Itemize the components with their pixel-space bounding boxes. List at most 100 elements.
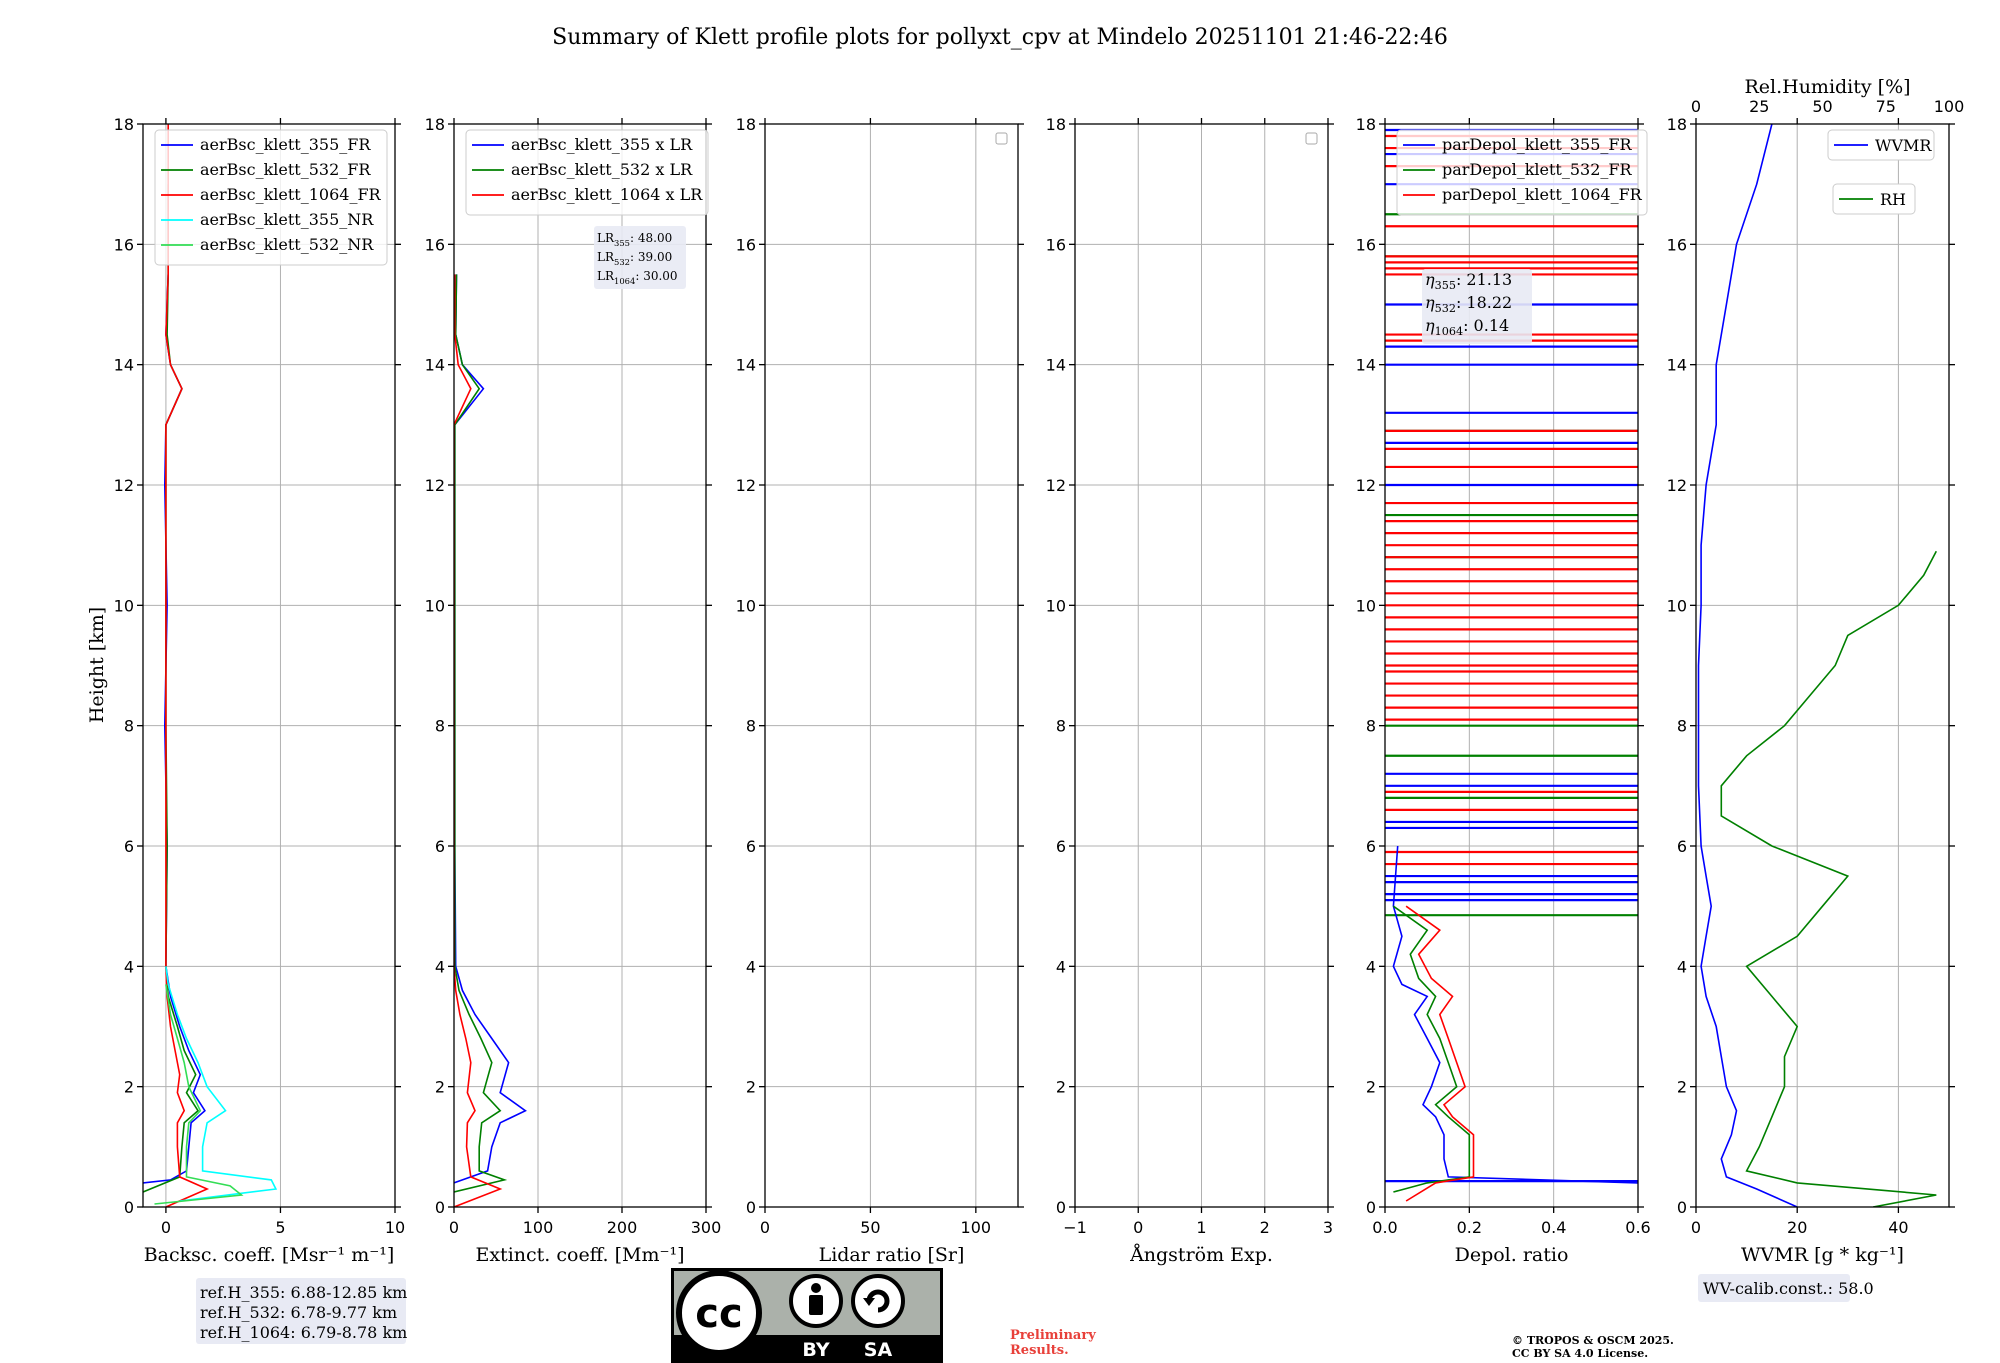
y-tick-label: 0 (124, 1198, 134, 1217)
legend-box (1832, 183, 1916, 215)
y-tick-label: 6 (746, 837, 756, 856)
x-tick-label: 1 (1196, 1218, 1206, 1237)
annotation-subscript: 532 (614, 257, 630, 267)
y-tick-label: 10 (114, 596, 134, 615)
annotation-box (1422, 269, 1532, 344)
cc-license-badge: cc BY SA (671, 1268, 943, 1363)
x-axis-label: Depol. ratio (1455, 1244, 1569, 1266)
x2-tick-label: 25 (1749, 97, 1769, 116)
y-tick-label: 14 (1356, 356, 1376, 375)
legend-entry: aerBsc_klett_532_FR (200, 160, 371, 179)
x-tick-label: 0 (449, 1218, 459, 1237)
legend-entry: aerBsc_klett_355_NR (200, 210, 374, 229)
y-tick-label: 10 (736, 596, 756, 615)
x-tick-label: 0.6 (1625, 1218, 1650, 1237)
y-tick-label: 14 (114, 356, 134, 375)
y-tick-label: 0 (435, 1198, 445, 1217)
legend-entry: aerBsc_klett_1064 x LR (511, 185, 703, 204)
x-tick-label: 0 (161, 1218, 171, 1237)
legend-entry: aerBsc_klett_532_NR (200, 235, 374, 254)
empty-legend-box (1305, 132, 1318, 145)
y-tick-label: 4 (746, 957, 756, 976)
annotation-subscript: 355 (1435, 279, 1456, 292)
x-tick-label: 20 (1787, 1218, 1807, 1237)
panel-extinction: 0 2 4 6 8 10 12 14 16 18 0 100 200 300 Extinct. coeff.… (425, 115, 722, 1266)
y-tick-label: 4 (1056, 957, 1066, 976)
y-tick-label: 18 (425, 115, 445, 134)
x-axis-label: Backsc. coeff. [Msr⁻¹ m⁻¹] (144, 1244, 395, 1266)
x-tick-label: 50 (860, 1218, 880, 1237)
series-line-aerBsc_klett_355 x LR (454, 274, 527, 1184)
x-tick-label: 5 (275, 1218, 285, 1237)
y-tick-label: 16 (114, 235, 134, 254)
y-tick-label: 8 (124, 717, 134, 736)
y-tick-label: 2 (1366, 1078, 1376, 1097)
x-tick-label: 0 (1691, 1218, 1701, 1237)
y-tick-label: 10 (1356, 596, 1376, 615)
x-tick-label: 0.4 (1541, 1218, 1566, 1237)
empty-legend-box (995, 132, 1008, 145)
y-tick-label: 6 (435, 837, 445, 856)
annotation-subscript: 532 (1435, 302, 1456, 315)
series-line-RH (1720, 550, 1938, 1207)
series-line-parDepol_klett_532_FR (1392, 905, 1471, 1193)
copyright-line-2: CC BY SA 4.0 License. (1512, 1347, 1649, 1360)
legend-entry: aerBsc_klett_532 x LR (511, 160, 693, 179)
legend-entry: parDepol_klett_532_FR (1442, 160, 1633, 179)
y-tick-label: 8 (435, 717, 445, 736)
x-tick-label: 3 (1323, 1218, 1333, 1237)
x-tick-label: 0 (760, 1218, 770, 1237)
x-tick-label: 100 (523, 1218, 554, 1237)
cc-logo-icon (676, 1270, 762, 1356)
y-tick-label: 0 (1677, 1198, 1687, 1217)
plot-frame (142, 123, 396, 1208)
y-tick-label: 18 (114, 115, 134, 134)
x-tick-label: 0.0 (1372, 1218, 1397, 1237)
y-tick-label: 16 (736, 235, 756, 254)
series-line-aerBsc_klett_1064 x LR (454, 274, 503, 1207)
y-tick-label: 12 (1667, 476, 1687, 495)
annotation-value: : 18.22 (1456, 293, 1512, 312)
y-tick-label: 6 (124, 837, 134, 856)
legend-box (154, 129, 388, 266)
wv-calib-note: WV-calib.const.: 58.0 (1703, 1279, 1874, 1298)
y-tick-label: 18 (1046, 115, 1066, 134)
y-tick-label: 2 (1056, 1078, 1066, 1097)
annotation-symbol: LR (597, 231, 615, 245)
y-tick-label: 14 (1046, 356, 1066, 375)
series-line-parDepol_klett_1064_FR (1405, 905, 1475, 1202)
x2-tick-label: 75 (1876, 97, 1896, 116)
copyright-note: © TROPOS & OSCM 2025. CC BY SA 4.0 Licen… (1512, 1334, 1674, 1360)
y-tick-label: 4 (1366, 957, 1376, 976)
x-axis-label: Ångström Exp. (1129, 1244, 1273, 1266)
y-tick-label: 14 (736, 356, 756, 375)
x-tick-label: 40 (1888, 1218, 1908, 1237)
x-tick-label: 200 (607, 1218, 638, 1237)
y-tick-label: 6 (1056, 837, 1066, 856)
y-tick-label: 16 (1356, 235, 1376, 254)
y-tick-label: 8 (1366, 717, 1376, 736)
cc-by-label: BY (802, 1339, 829, 1361)
cc-logo-text: cc (695, 1291, 742, 1337)
x-tick-label: 100 (961, 1218, 992, 1237)
x-tick-label: 300 (691, 1218, 722, 1237)
annotation-line: LR1064: 30.00 (597, 269, 678, 286)
y-tick-label: 16 (425, 235, 445, 254)
y-tick-label: 16 (1046, 235, 1066, 254)
y-tick-label: 18 (1356, 115, 1376, 134)
refh-note-box (196, 1278, 406, 1344)
plot-frame (1695, 123, 1950, 1208)
annotation-symbol: LR (597, 269, 615, 283)
y-tick-label: 14 (1667, 356, 1687, 375)
preliminary-results-note: Preliminary Results. (1010, 1328, 1096, 1358)
share-alike-icon (851, 1274, 905, 1328)
x2-tick-label: 50 (1812, 97, 1832, 116)
series-line-aerBsc_klett_532_NR (154, 984, 244, 1205)
y-tick-label: 10 (1046, 596, 1066, 615)
y-tick-label: 8 (1677, 717, 1687, 736)
y-tick-label: 2 (746, 1078, 756, 1097)
y-tick-label: 6 (1677, 837, 1687, 856)
